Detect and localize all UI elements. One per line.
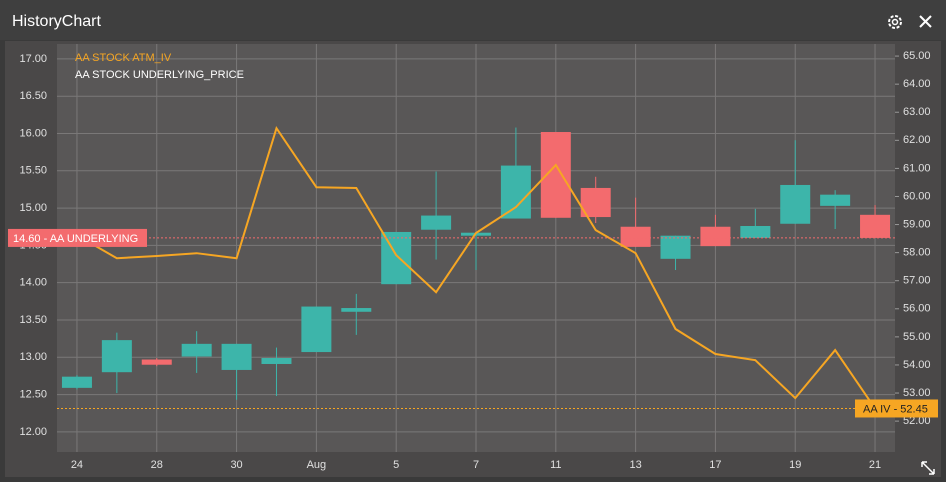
line-series xyxy=(76,125,876,410)
title-bar xyxy=(0,0,946,40)
y2-tick-label: 62.00 xyxy=(903,134,931,146)
candle-body xyxy=(500,165,531,219)
candle-body xyxy=(261,358,292,364)
candle-body xyxy=(221,343,252,370)
y2-tick-label: 53.00 xyxy=(903,387,931,399)
y2-tick-label: 52.00 xyxy=(903,415,931,427)
y2-tick-label: 55.00 xyxy=(903,331,931,343)
candle-body xyxy=(660,235,691,259)
y-tick-label: 15.50 xyxy=(19,165,47,177)
y2-tick-label: 56.00 xyxy=(903,303,931,315)
y2-tick-label: 60.00 xyxy=(903,190,931,202)
y-tick-label: 12.00 xyxy=(19,426,47,438)
candle-body xyxy=(820,194,851,206)
y-tick-label: 13.00 xyxy=(19,351,47,363)
price-label: 14.60 - AA UNDERLYING xyxy=(13,233,138,245)
iv-label-box xyxy=(855,399,938,418)
candle-body xyxy=(620,226,651,247)
x-tick-label: 24 xyxy=(71,459,83,471)
y2-tick-label: 58.00 xyxy=(903,247,931,259)
candle-body xyxy=(301,306,332,353)
candle-body xyxy=(101,340,132,373)
legend-entry: AA STOCK UNDERLYING_PRICE xyxy=(75,69,244,81)
x-tick-label: 28 xyxy=(151,459,163,471)
candle-body xyxy=(780,184,811,224)
candle-body xyxy=(181,343,212,357)
resize-icon[interactable] xyxy=(921,461,935,475)
candle-body xyxy=(700,226,731,247)
candle-body xyxy=(421,215,452,230)
close-button[interactable] xyxy=(919,15,932,28)
x-tick-label: 5 xyxy=(393,459,399,471)
candle-body xyxy=(61,376,92,388)
price-label-box xyxy=(8,228,147,247)
x-tick-label: 19 xyxy=(789,459,801,471)
legend-entry: AA STOCK ATM_IV xyxy=(75,52,172,64)
y-tick-label: 14.00 xyxy=(19,277,47,289)
close-stroke[interactable] xyxy=(919,15,932,28)
y-tick-label: 15.00 xyxy=(19,202,47,214)
x-tick-label: 30 xyxy=(230,459,242,471)
y2-tick-label: 57.00 xyxy=(903,275,931,287)
y-tick-label: 17.00 xyxy=(19,53,47,65)
y2-tick-label: 64.00 xyxy=(903,78,931,90)
gear-inner[interactable] xyxy=(891,18,899,26)
y2-tick-label: 65.00 xyxy=(903,50,931,62)
y-tick-label: 13.50 xyxy=(19,314,47,326)
y-tick-label: 16.00 xyxy=(19,127,47,139)
y2-tick-label: 54.00 xyxy=(903,359,931,371)
y-tick-label: 16.50 xyxy=(19,90,47,102)
y2-tick-label: 63.00 xyxy=(903,106,931,118)
window-title: HistoryChart xyxy=(12,13,101,30)
gear-outer[interactable] xyxy=(888,15,902,29)
candle-body xyxy=(740,225,771,238)
y-tick-label: 12.50 xyxy=(19,388,47,400)
candle-body xyxy=(341,308,372,312)
resize-grip[interactable] xyxy=(921,461,935,475)
x-tick-label: 21 xyxy=(869,459,881,471)
x-tick-label: 13 xyxy=(629,459,641,471)
candle-body xyxy=(860,214,891,238)
candle-body xyxy=(381,231,412,285)
x-tick-label: 7 xyxy=(473,459,479,471)
candle-body xyxy=(141,359,172,365)
x-tick-label: Aug xyxy=(307,459,327,471)
x-tick-label: 17 xyxy=(709,459,721,471)
y2-tick-label: 59.00 xyxy=(903,218,931,230)
y2-tick-label: 61.00 xyxy=(903,162,931,174)
x-tick-label: 11 xyxy=(550,459,561,471)
iv-label: AA IV - 52.45 xyxy=(863,403,928,415)
settings-button[interactable] xyxy=(888,15,902,29)
